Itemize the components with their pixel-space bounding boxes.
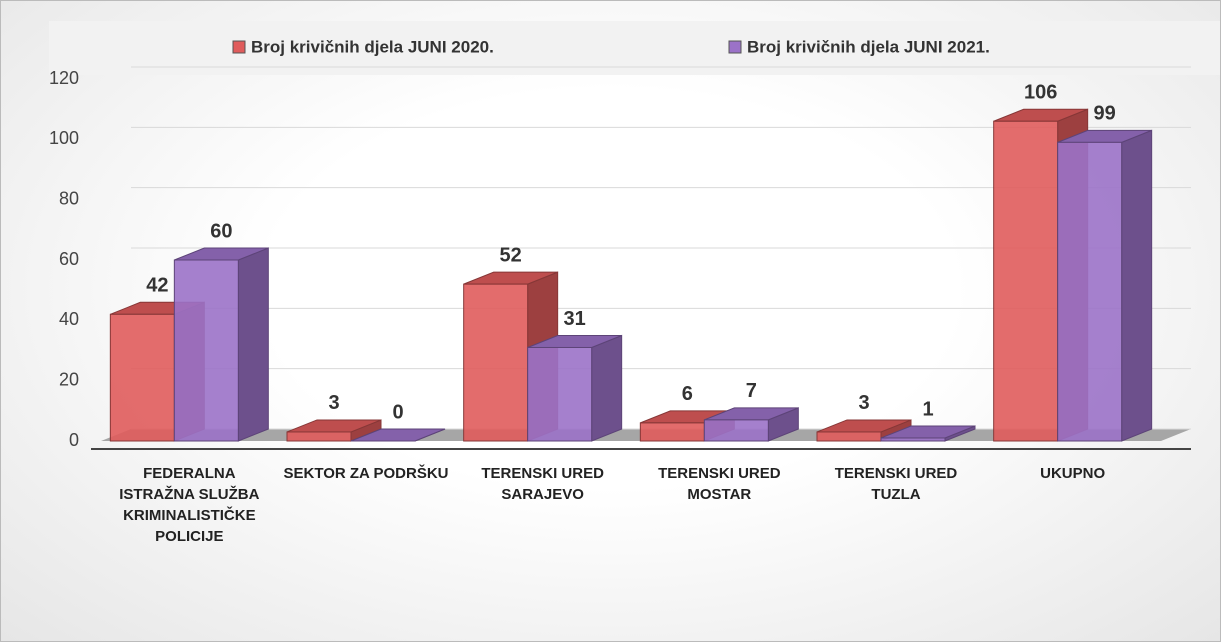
data-label: 3 xyxy=(858,392,869,414)
data-label: 1 xyxy=(922,398,933,420)
bar xyxy=(173,259,239,442)
y-tick-label: 100 xyxy=(49,128,79,148)
bar xyxy=(1057,141,1123,442)
legend-label: Broj krivičnih djela JUNI 2021. xyxy=(747,37,990,56)
data-label: 106 xyxy=(1024,82,1057,104)
y-tick-label: 120 xyxy=(49,68,79,88)
data-label: 42 xyxy=(146,275,168,297)
y-tick-label: 40 xyxy=(59,309,79,329)
bar xyxy=(703,419,769,442)
bar-side xyxy=(591,334,623,442)
y-tick-label: 80 xyxy=(59,188,79,208)
bar xyxy=(463,283,529,442)
data-label: 31 xyxy=(564,308,586,330)
bar xyxy=(993,120,1059,442)
legend-swatch xyxy=(728,40,742,54)
legend-label: Broj krivičnih djela JUNI 2020. xyxy=(251,37,494,56)
data-label: 99 xyxy=(1094,103,1116,125)
bar xyxy=(639,422,705,442)
y-tick-label: 20 xyxy=(59,369,79,389)
data-label: 3 xyxy=(328,392,339,414)
x-tick-label: FEDERALNA ISTRAŽNA SLUŽBA KRIMINALISTIČK… xyxy=(119,465,260,545)
bar xyxy=(527,346,593,442)
bar xyxy=(816,431,882,442)
data-label: 0 xyxy=(392,401,403,423)
x-tick-label: TERENSKI URED MOSTAR xyxy=(658,465,781,503)
bar-side xyxy=(237,247,269,442)
x-tick-label: TERENSKI URED TUZLA xyxy=(834,465,958,503)
bar-side xyxy=(1121,129,1153,442)
data-label: 60 xyxy=(210,220,232,242)
y-tick-label: 0 xyxy=(69,430,79,450)
x-tick-label: UKUPNO xyxy=(1040,465,1106,482)
data-label: 52 xyxy=(500,244,522,266)
x-tick-label: TERENSKI URED SARAJEVO xyxy=(481,465,604,503)
legend-swatch xyxy=(232,40,246,54)
data-label: 6 xyxy=(682,383,693,405)
bar xyxy=(109,313,175,442)
x-tick-label: SEKTOR ZA PODRŠKU xyxy=(283,465,449,482)
bar-top xyxy=(350,428,446,442)
bar xyxy=(880,437,946,442)
data-label: 7 xyxy=(746,380,757,402)
y-tick-label: 60 xyxy=(59,249,79,269)
bar xyxy=(286,431,352,442)
